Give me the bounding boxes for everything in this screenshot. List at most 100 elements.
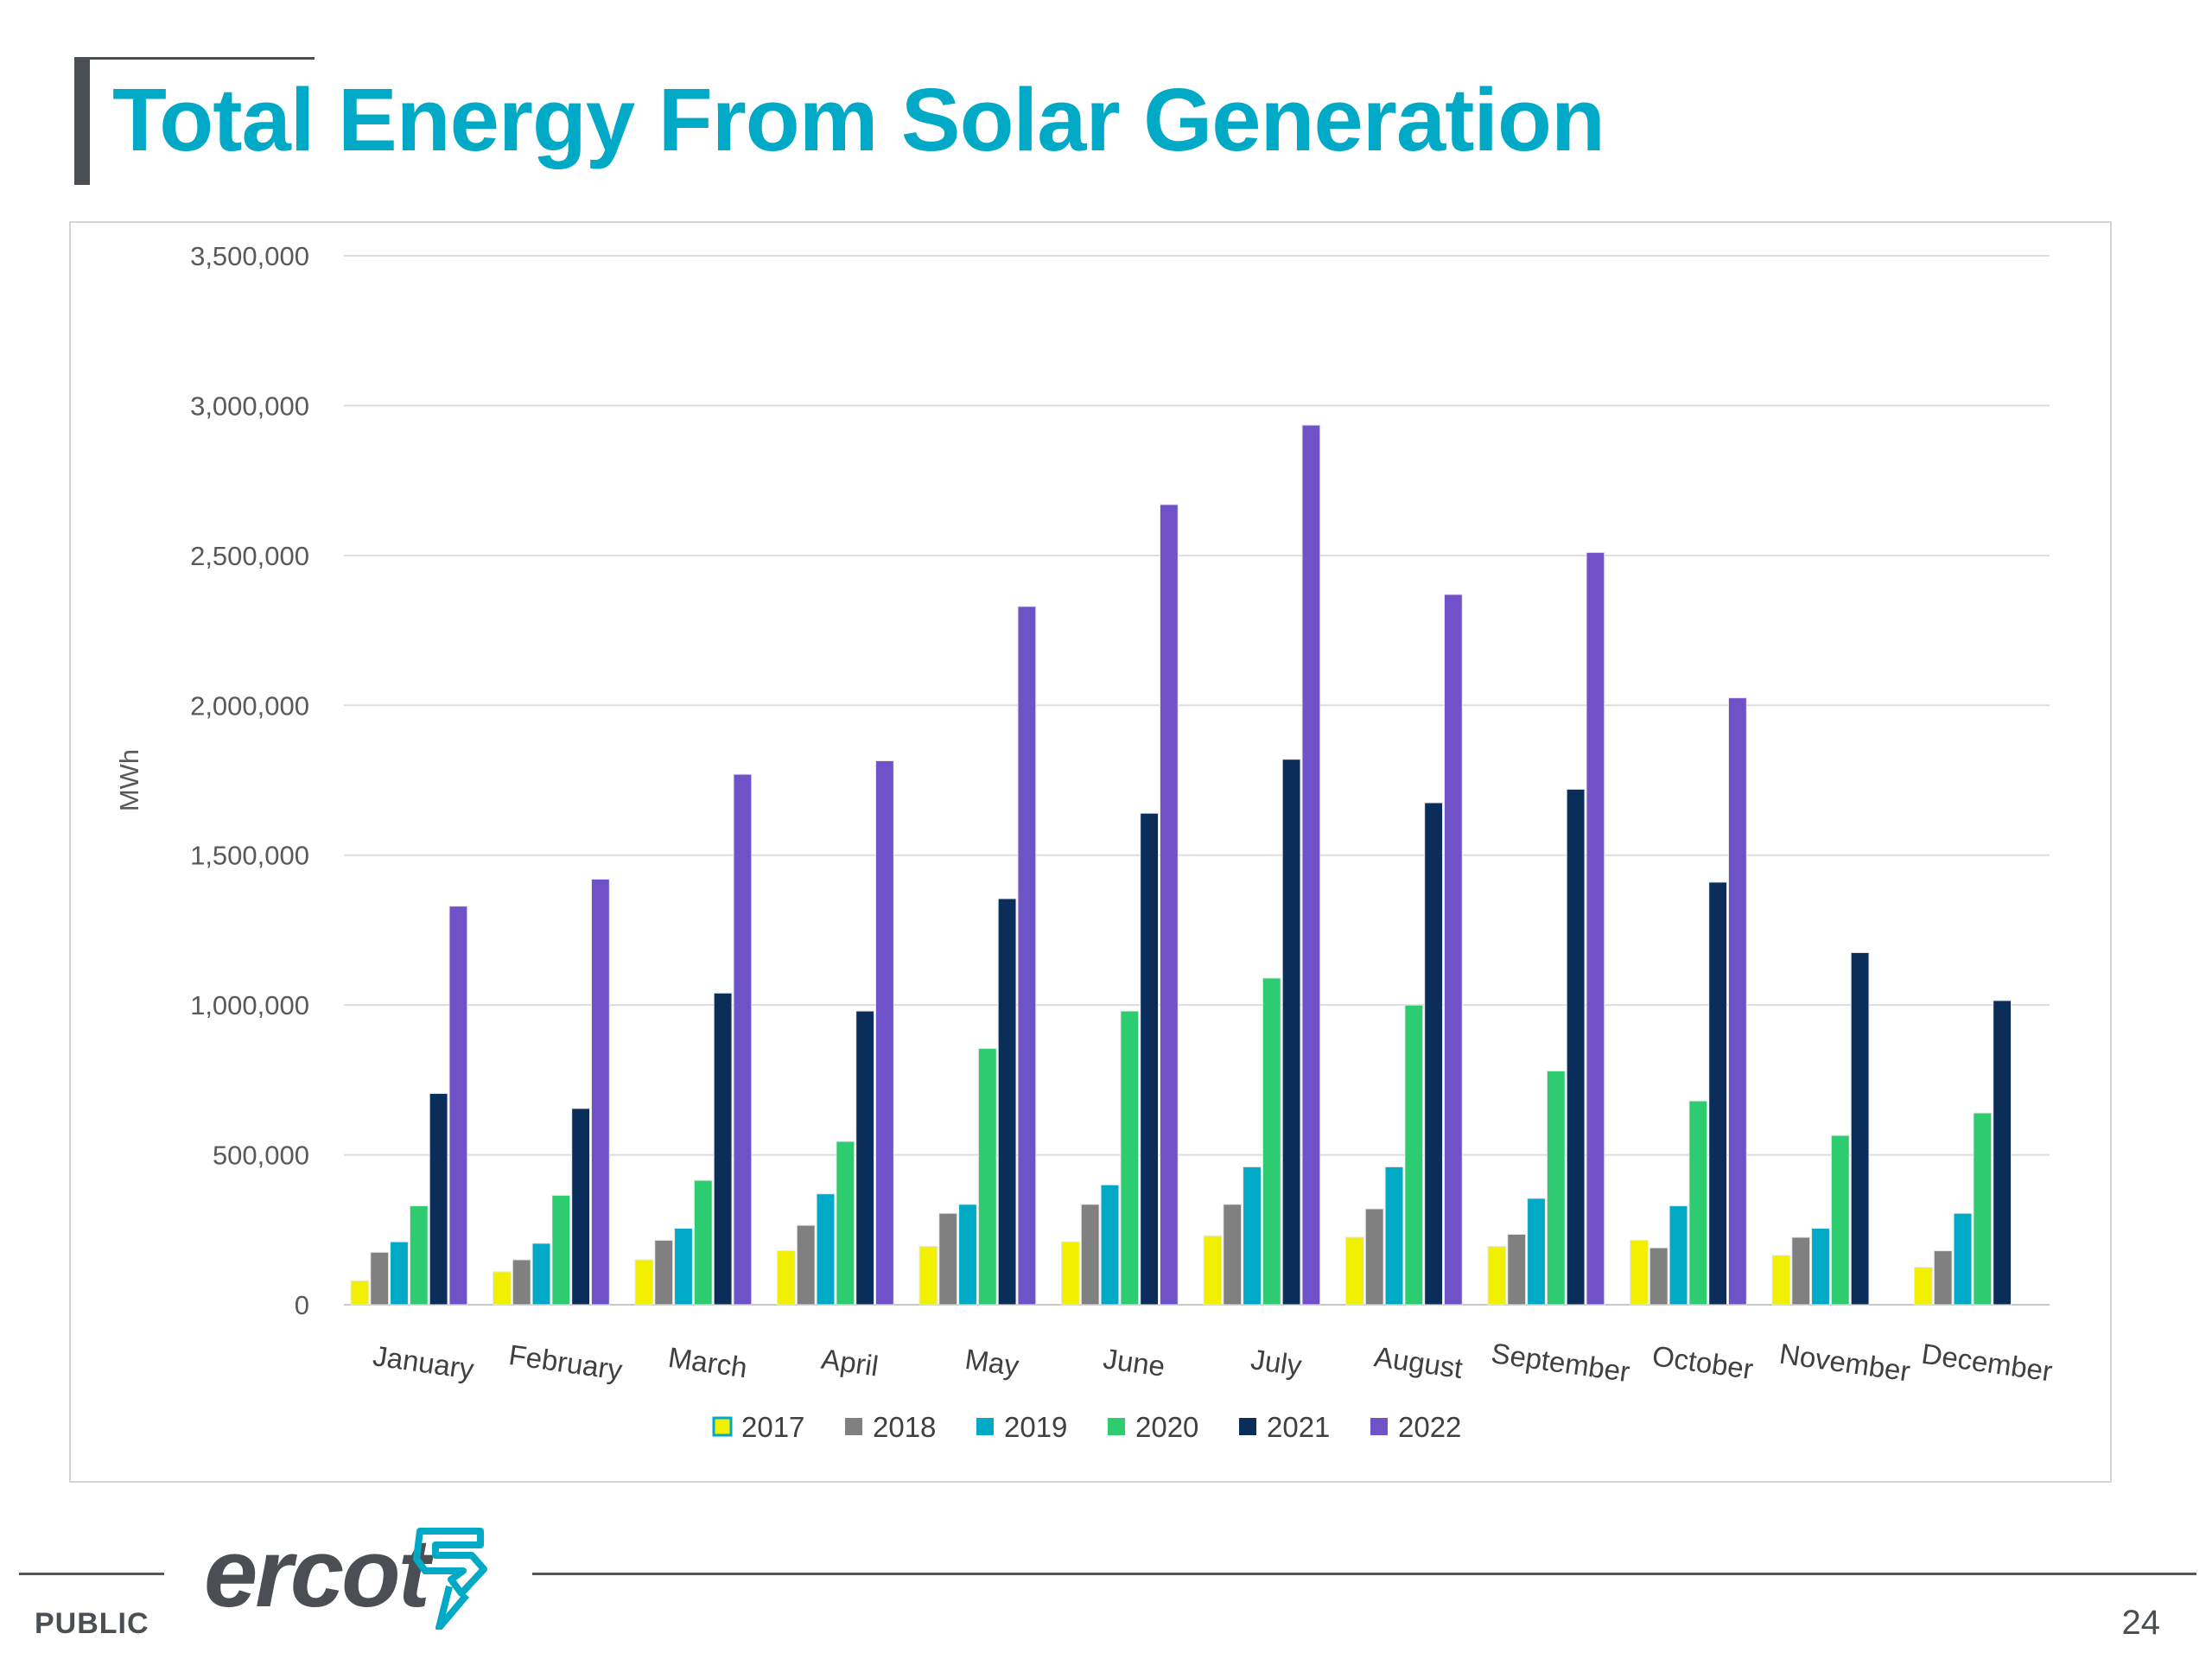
- legend-label-2021: 2021: [1267, 1411, 1330, 1443]
- bar-2017-october: [1630, 1239, 1649, 1306]
- bar-2018-april: [796, 1224, 816, 1306]
- bar-2021-september: [1566, 788, 1586, 1306]
- bar-2018-may: [938, 1212, 958, 1306]
- bar-2018-september: [1507, 1233, 1527, 1306]
- legend-swatch-2021: [1239, 1418, 1256, 1435]
- bar-2020-december: [1973, 1112, 1993, 1306]
- classification-label: PUBLIC: [35, 1607, 149, 1640]
- legend-swatch-2020: [1108, 1418, 1125, 1435]
- bar-2018-january: [370, 1251, 390, 1306]
- bar-2019-december: [1953, 1212, 1973, 1306]
- bar-2017-september: [1487, 1245, 1507, 1306]
- bar-2018-december: [1933, 1250, 1953, 1306]
- bar-2021-january: [429, 1092, 448, 1306]
- bar-2019-august: [1384, 1166, 1404, 1306]
- bar-2019-july: [1243, 1166, 1262, 1306]
- bar-2019-february: [531, 1243, 551, 1306]
- y-axis-label: MWh: [114, 749, 144, 811]
- bar-2021-november: [1850, 951, 1870, 1306]
- bar-2020-april: [836, 1141, 855, 1306]
- legend-swatch-2019: [976, 1418, 994, 1435]
- page-number: 24: [2121, 1604, 2161, 1642]
- x-tick-label: June: [1102, 1342, 1167, 1382]
- x-tick-label: July: [1249, 1343, 1304, 1382]
- chart-frame: 0 500,000 1,000,000 1,500,000 2,000,000 2,500…: [69, 221, 2112, 1483]
- bar-2019-june: [1100, 1184, 1120, 1306]
- bar-2021-june: [1140, 812, 1159, 1306]
- bar-2019-march: [674, 1228, 693, 1306]
- legend-label-2017: 2017: [741, 1411, 804, 1443]
- bar-2019-october: [1669, 1205, 1688, 1306]
- footer-divider-left: [19, 1573, 164, 1575]
- y-tick-label: 2,500,000: [190, 541, 309, 571]
- bar-2021-december: [1993, 1000, 2012, 1306]
- bar-2021-august: [1424, 802, 1443, 1306]
- title-accent-bar: [74, 57, 90, 185]
- bar-2021-february: [571, 1108, 591, 1306]
- bar-2017-may: [918, 1245, 938, 1306]
- bar-2018-august: [1364, 1208, 1384, 1306]
- legend-label-2020: 2020: [1135, 1411, 1198, 1443]
- bar-2017-november: [1771, 1255, 1791, 1306]
- bar-2018-march: [654, 1239, 674, 1306]
- y-tick-label: 500,000: [213, 1141, 309, 1171]
- bar-2019-may: [958, 1204, 977, 1306]
- bar-2020-october: [1688, 1100, 1708, 1306]
- bar-chart: 0 500,000 1,000,000 1,500,000 2,000,000 2,500…: [114, 241, 2055, 1443]
- x-tick-label: April: [819, 1343, 880, 1382]
- legend-label-2018: 2018: [873, 1411, 936, 1443]
- bar-2018-november: [1791, 1236, 1811, 1306]
- y-tick-label: 3,000,000: [190, 391, 309, 421]
- bar-2020-june: [1120, 1010, 1140, 1306]
- bar-2022-september: [1586, 551, 1605, 1306]
- bar-2020-september: [1546, 1070, 1566, 1306]
- bar-2022-october: [1728, 697, 1747, 1306]
- slide-title: Total Energy From Solar Generation: [112, 70, 1605, 169]
- legend-swatch-2017: [712, 1416, 733, 1437]
- bar-2019-april: [816, 1193, 836, 1306]
- bar-2017-december: [1914, 1267, 1933, 1306]
- y-tick-label: 3,500,000: [190, 241, 309, 271]
- bar-2021-october: [1708, 881, 1727, 1306]
- bar-2017-june: [1061, 1241, 1080, 1306]
- legend-swatch-2018: [845, 1418, 862, 1435]
- bar-2022-june: [1160, 504, 1179, 1306]
- bar-2017-january: [350, 1280, 370, 1306]
- x-tick-label: March: [666, 1341, 749, 1383]
- legend-swatch-2022: [1370, 1418, 1388, 1435]
- x-tick-label: November: [1777, 1338, 1912, 1388]
- x-tick-label: December: [1920, 1338, 2055, 1388]
- y-tick-label: 2,000,000: [190, 690, 309, 721]
- bar-2019-january: [390, 1241, 409, 1306]
- bar-2022-july: [1301, 424, 1321, 1306]
- bar-2022-may: [1017, 606, 1037, 1306]
- bar-2017-april: [777, 1250, 796, 1306]
- x-tick-label: May: [963, 1343, 1021, 1382]
- y-tick-label: 0: [295, 1290, 309, 1320]
- bar-2022-march: [733, 773, 753, 1306]
- bar-2020-november: [1830, 1135, 1850, 1306]
- bar-2017-february: [493, 1271, 512, 1306]
- y-tick-label: 1,000,000: [190, 990, 309, 1020]
- bar-2019-november: [1811, 1228, 1830, 1306]
- bar-2020-january: [409, 1205, 429, 1306]
- bar-2017-july: [1203, 1235, 1223, 1306]
- bar-2018-february: [512, 1259, 531, 1306]
- bar-2022-august: [1444, 594, 1463, 1306]
- bar-2017-march: [634, 1259, 654, 1306]
- bar-2021-july: [1281, 759, 1301, 1306]
- x-tick-label: October: [1650, 1339, 1755, 1385]
- bar-2018-july: [1223, 1204, 1243, 1306]
- bar-2019-september: [1527, 1198, 1546, 1306]
- bar-2020-july: [1262, 977, 1281, 1306]
- x-tick-label: February: [507, 1338, 625, 1386]
- ercot-logo: ercot: [204, 1517, 498, 1638]
- ercot-texas-mark-icon: [413, 1528, 487, 1630]
- x-tick-label: September: [1490, 1337, 1632, 1388]
- bar-2022-april: [875, 760, 894, 1306]
- bar-2021-may: [997, 898, 1017, 1306]
- x-tick-label: January: [371, 1339, 476, 1385]
- bar-2020-may: [977, 1047, 997, 1306]
- bar-2021-april: [855, 1010, 875, 1306]
- legend-label-2022: 2022: [1398, 1411, 1461, 1443]
